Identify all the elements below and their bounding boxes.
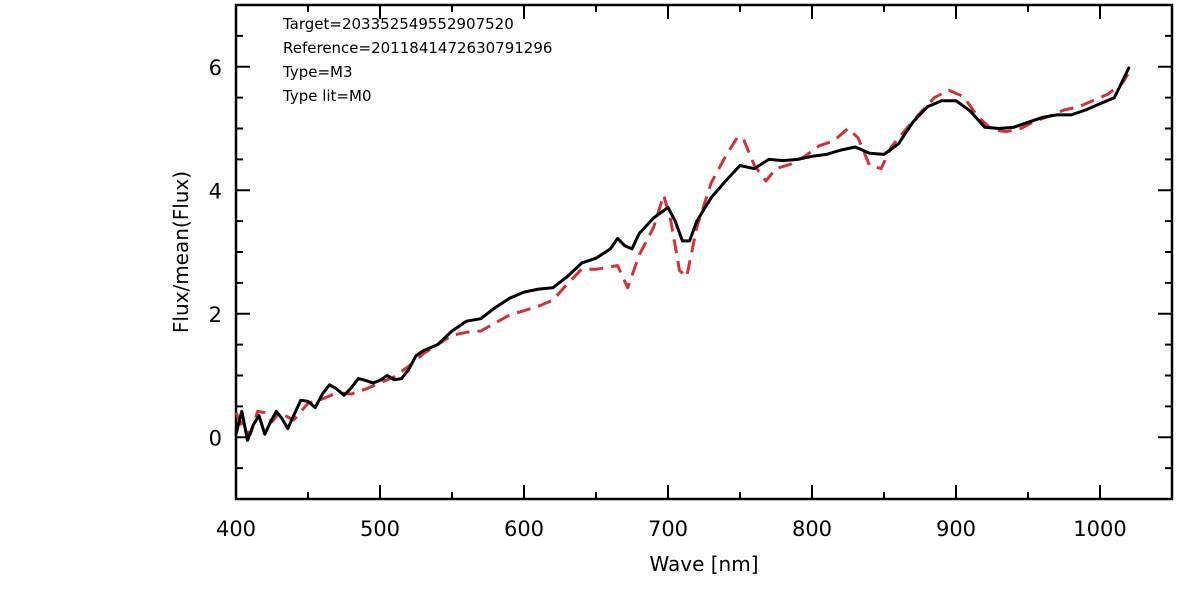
y-axis-ticks <box>236 4 1172 500</box>
annotation-type-lit: Type lit=M0 <box>282 87 372 105</box>
y-axis-tick-labels: 0 2 4 6 <box>209 56 222 451</box>
plot-frame <box>234 3 1174 501</box>
x-axis-ticks <box>235 5 1173 499</box>
y-tick-label: 0 <box>209 426 222 450</box>
annotation-target: Target=203352549552907520 <box>282 15 514 33</box>
x-tick-label: 1000 <box>1073 517 1126 541</box>
x-axis-title: Wave [nm] <box>649 552 758 576</box>
x-tick-label: 500 <box>360 517 400 541</box>
annotation-type: Type=M3 <box>282 63 353 81</box>
x-tick-label: 900 <box>936 517 976 541</box>
y-axis-title: Flux/mean(Flux) <box>169 171 193 333</box>
x-axis-tick-labels: 400 500 600 700 800 900 1000 <box>216 517 1127 541</box>
y-tick-label: 6 <box>209 56 222 80</box>
annotation-reference: Reference=2011841472630791296 <box>283 39 552 57</box>
x-tick-label: 600 <box>504 517 544 541</box>
target-spectrum-line <box>234 66 1131 442</box>
series-layer <box>234 66 1131 442</box>
x-tick-label: 400 <box>216 517 256 541</box>
x-tick-label: 800 <box>792 517 832 541</box>
reference-spectrum-line <box>234 72 1131 436</box>
y-tick-label: 2 <box>209 303 222 327</box>
x-tick-label: 700 <box>648 517 688 541</box>
y-tick-label: 4 <box>209 179 222 203</box>
